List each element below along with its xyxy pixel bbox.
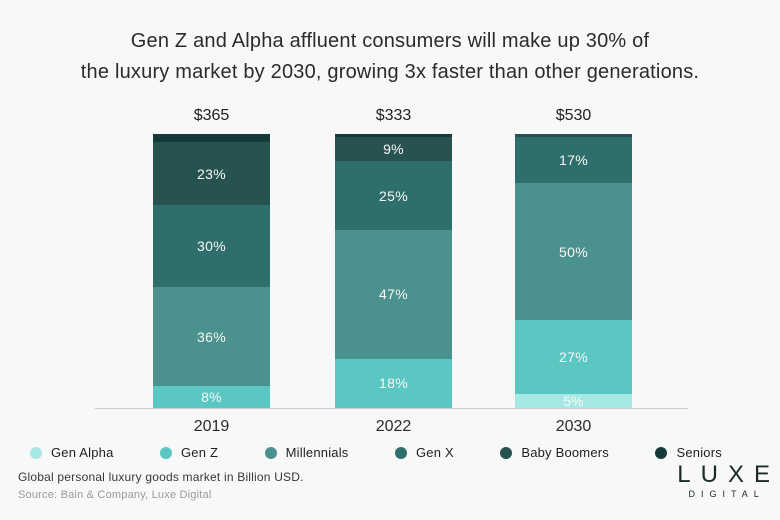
legend-item-gen-alpha: Gen Alpha	[30, 445, 114, 460]
bar-segment-gen-z: 27%	[515, 320, 632, 395]
segment-value-label: 23%	[197, 165, 226, 182]
segment-value-label: 36%	[197, 328, 226, 345]
segment-value-label: 27%	[559, 349, 588, 366]
segment-value-label: 30%	[197, 238, 226, 255]
legend-dot-icon	[160, 446, 172, 459]
bar-column-2030: $530 17% 50% 27% 5% 2030	[515, 106, 632, 437]
segment-value-label: 5%	[563, 393, 584, 410]
chart-title-line2: the luxury market by 2030, growing 3x fa…	[80, 61, 700, 83]
luxe-digital-logo: LUXE DIGITAL	[677, 463, 770, 499]
legend-dot-icon	[264, 446, 277, 459]
stacked-bar-2022: 9% 25% 47% 18%	[335, 134, 452, 408]
bar-segment-gen-x: 25%	[335, 161, 452, 230]
x-axis-label-2030: 2030	[555, 418, 592, 435]
legend-label: Millennials	[285, 445, 349, 460]
legend-item-gen-z: Gen Z	[160, 445, 218, 460]
bar-column-2022: $333 9% 25% 47% 18% 2022	[335, 106, 452, 437]
bar-segment-gen-alpha: 5%	[515, 394, 632, 408]
legend-item-millennials: Millennials	[264, 445, 349, 460]
logo-word-luxe: LUXE	[677, 461, 780, 488]
bar-segment-millennials: 36%	[153, 287, 270, 387]
bar-segment-seniors	[153, 134, 270, 143]
x-axis-line	[95, 408, 688, 409]
x-axis-label-2022: 2022	[375, 418, 412, 435]
legend-item-seniors: Seniors	[655, 445, 722, 460]
segment-value-label: 8%	[201, 389, 222, 405]
legend-dot-icon	[30, 446, 42, 459]
chart-title-line1: Gen Z and Alpha affluent consumers will …	[130, 30, 650, 52]
legend-dot-icon	[394, 446, 407, 459]
legend-item-baby-boomers: Baby Boomers	[500, 445, 609, 460]
chart-title: Gen Z and Alpha affluent consumers will …	[0, 26, 780, 88]
bar-segment-gen-z: 8%	[153, 386, 270, 408]
bar-segment-baby-boomers	[515, 134, 632, 137]
bar-column-2019: $365 23% 30% 36% 8% 2019	[153, 106, 270, 437]
legend-label: Baby Boomers	[521, 445, 609, 460]
legend-label: Gen X	[415, 445, 454, 460]
bar-segment-baby-boomers: 9%	[335, 136, 452, 162]
segment-value-label: 18%	[379, 375, 408, 392]
bar-segment-gen-z: 18%	[335, 358, 452, 408]
segment-value-label: 17%	[559, 152, 588, 169]
stacked-bar-2030: 17% 50% 27% 5%	[515, 134, 632, 408]
legend-dot-icon	[500, 446, 513, 459]
bar-segment-millennials: 50%	[515, 183, 632, 321]
segment-value-label: 47%	[379, 286, 408, 303]
bar-segment-gen-x: 30%	[153, 205, 270, 288]
x-axis-label-2019: 2019	[193, 418, 230, 435]
legend-label: Gen Alpha	[51, 445, 114, 460]
bar-segment-millennials: 47%	[335, 229, 452, 359]
segment-value-label: 50%	[559, 243, 588, 260]
bar-segment-seniors	[335, 134, 452, 137]
segment-value-label: 9%	[383, 141, 404, 158]
legend: Gen Alpha Gen Z Millennials Gen X Baby Boome…	[30, 445, 722, 460]
bar-total-label: $333	[375, 107, 412, 124]
chart-footnote: Global personal luxury goods market in B…	[18, 470, 304, 484]
bar-segment-baby-boomers: 23%	[153, 142, 270, 206]
source-attribution: Source: Bain & Company, Luxe Digital	[18, 489, 212, 501]
bar-segment-gen-x: 17%	[515, 136, 632, 184]
legend-label: Gen Z	[181, 445, 219, 460]
legend-item-gen-x: Gen X	[394, 445, 454, 460]
stacked-bar-2019: 23% 30% 36% 8%	[153, 134, 270, 408]
bar-total-label: $365	[193, 107, 230, 124]
segment-value-label: 25%	[379, 187, 408, 204]
legend-dot-icon	[655, 446, 668, 459]
bar-total-label: $530	[555, 107, 592, 124]
legend-label: Seniors	[676, 445, 722, 460]
logo-word-digital: DIGITAL	[688, 489, 765, 499]
